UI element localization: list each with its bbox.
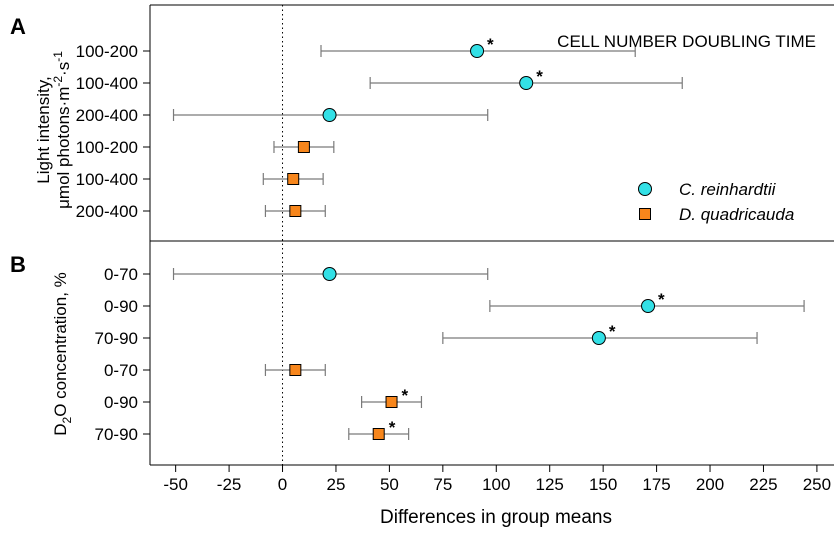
panel-a-ylabel-unit: μmol photons·m — [54, 87, 73, 209]
panel-a-point-0 — [470, 44, 485, 58]
panel-label-b: B — [10, 252, 26, 277]
panel-b-point-4 — [385, 396, 398, 408]
panel-b-point-5 — [372, 428, 385, 440]
panel-a-ytick-label-0: 100-200 — [76, 42, 138, 61]
panel-b-ylabel-sub: 2 — [60, 416, 74, 423]
x-tick-label-5: 75 — [433, 475, 452, 494]
x-axis-label: Differences in group means — [380, 507, 612, 528]
panel-b-ytick-label-3: 0-70 — [104, 361, 138, 380]
y-tick-labels: 100-200 100-400 200-400 100-200 100-400 200-4… — [76, 42, 150, 444]
panel-a-ylabel-sdot: ·s — [54, 62, 73, 76]
chart-title: CELL NUMBER DOUBLING TIME — [557, 32, 816, 51]
panel-a-ylabel-line2: μmol photons·m-2·s-1 — [51, 51, 73, 209]
legend-label-d-quadricauda: D. quadricauda — [679, 205, 794, 224]
panel-b-point-1 — [641, 299, 656, 313]
panel-a-point-2 — [322, 108, 337, 122]
panel-b-ylabel-rest: O concentration, % — [51, 272, 70, 417]
legend-label-c-reinhardtii: C. reinhardtii — [679, 180, 777, 199]
x-tick-label-4: 50 — [380, 475, 399, 494]
x-tick-label-0: -50 — [163, 475, 188, 494]
legend: C. reinhardtii D. quadricauda — [638, 180, 794, 224]
panel-a-ytick-label-3: 100-200 — [76, 138, 138, 157]
data-marks: * * * * * * — [172, 35, 805, 440]
x-tick-label-6: 100 — [482, 475, 510, 494]
x-tick-label-10: 200 — [696, 475, 724, 494]
x-tick-label-2: 0 — [278, 475, 287, 494]
panel-b-ylabel-text: D2O concentration, % — [51, 272, 74, 436]
legend-marker-c-reinhardtii — [638, 182, 652, 196]
panel-b-point-3 — [289, 364, 302, 376]
x-tick-label-7: 125 — [536, 475, 564, 494]
panel-a-ytick-label-2: 200-400 — [76, 106, 138, 125]
panel-b-point-0 — [322, 267, 337, 281]
panel-b-ylabel-d: D — [51, 423, 70, 435]
panel-label-a: A — [10, 14, 26, 39]
panel-a-significance-1: * — [536, 67, 543, 86]
panel-b-significance-4: * — [402, 386, 409, 405]
x-tick-label-12: 250 — [803, 475, 831, 494]
panel-b-ytick-label-1: 0-90 — [104, 297, 138, 316]
x-tick-label-1: -25 — [217, 475, 242, 494]
x-tick-label-8: 150 — [589, 475, 617, 494]
panel-b-significance-2: * — [609, 322, 616, 341]
panel-a-ylabel-exp2: -1 — [51, 51, 65, 62]
panel-b-point-2 — [591, 331, 606, 345]
x-tick-label-9: 175 — [642, 475, 670, 494]
x-tick-label-3: 25 — [327, 475, 346, 494]
panel-a-point-1 — [519, 76, 534, 90]
panel-b-ylabel: D2O concentration, % — [51, 272, 74, 436]
panel-a-ylabel-line1: Light intensity, — [34, 76, 53, 183]
panel-b-significance-1: * — [658, 290, 665, 309]
panel-a-point-3 — [297, 141, 310, 153]
x-axis-ticks: -50 -25 0 25 50 75 100 125 150 175 200 225 250 — [163, 465, 831, 494]
panel-a-ylabel: Light intensity, μmol photons·m-2·s-1 — [34, 51, 73, 209]
panel-a-ytick-label-1: 100-400 — [76, 74, 138, 93]
panel-a-ylabel-exp1: -2 — [51, 76, 65, 87]
panel-frames — [149, 4, 834, 466]
panel-b-ytick-label-2: 70-90 — [95, 329, 138, 348]
panel-a-point-5 — [289, 205, 302, 217]
x-tick-label-11: 225 — [749, 475, 777, 494]
panel-a-ytick-label-4: 100-400 — [76, 170, 138, 189]
panel-b-ytick-label-0: 0-70 — [104, 265, 138, 284]
panel-b-ytick-label-5: 70-90 — [95, 425, 138, 444]
legend-marker-d-quadricauda — [639, 208, 651, 220]
panel-b-significance-5: * — [389, 418, 396, 437]
panel-a-point-4 — [287, 173, 300, 185]
panel-a-ytick-label-5: 200-400 — [76, 202, 138, 221]
panel-a-significance-0: * — [487, 35, 494, 54]
panel-b-ytick-label-4: 0-90 — [104, 393, 138, 412]
